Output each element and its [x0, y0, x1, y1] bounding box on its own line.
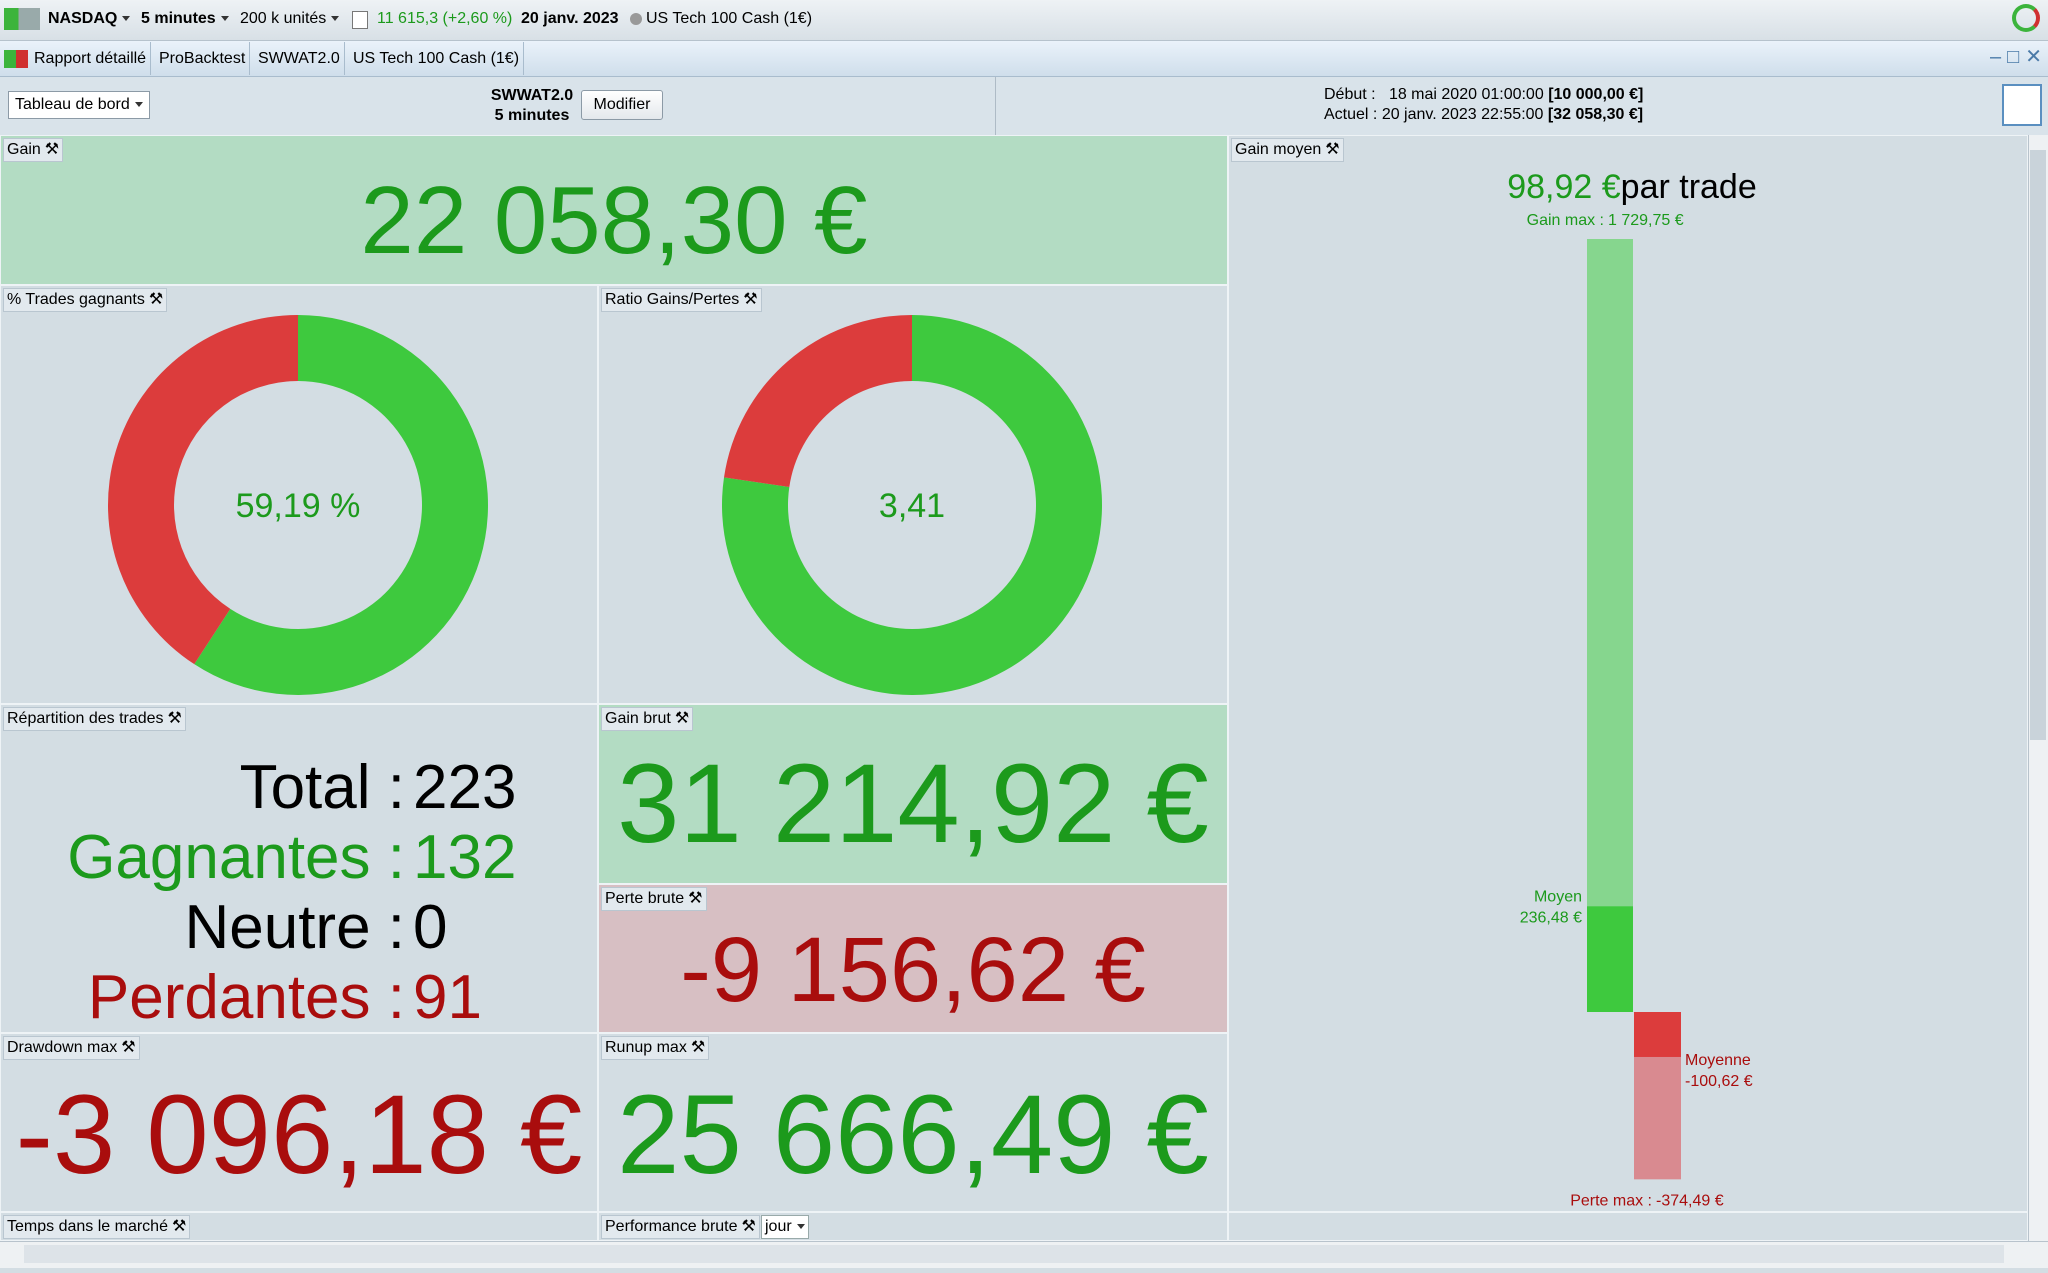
- units: 200 k unités: [240, 10, 327, 27]
- avg-gain-panel: Gain moyen ⚒: [1228, 135, 2028, 1212]
- report-icon: [4, 50, 28, 68]
- tab[interactable]: Rapport détaillé: [30, 42, 152, 75]
- view: Tableau de bord: [15, 96, 130, 113]
- panel-title: Perte brute ⚒: [601, 887, 707, 911]
- title-text: Drawdown max: [7, 1039, 118, 1056]
- panel-title: Runup max ⚒: [601, 1036, 710, 1060]
- drawdown-value: -3 096,18 €: [15, 1072, 583, 1197]
- gross-loss-panel: Perte brute ⚒ -9 156,62 €: [598, 884, 1228, 1033]
- period-info: Début : 18 mai 2020 01:00:00 [10 000,00 …: [1324, 85, 1643, 125]
- title-text: Temps dans le marché: [7, 1218, 168, 1235]
- info-icon[interactable]: [352, 11, 368, 29]
- title-text: Runup max: [605, 1039, 687, 1056]
- panel-title: Répartition des trades ⚒: [3, 707, 186, 731]
- current-label: Actuel :: [1324, 106, 1378, 123]
- symbol-dropdown[interactable]: NASDAQ: [48, 5, 131, 33]
- toolbar-icon[interactable]: [4, 8, 40, 30]
- panel-title: Performance brute ⚒: [601, 1215, 760, 1239]
- title-text: % Trades gagnants: [7, 291, 145, 308]
- distribution-name: Perdantes :: [87, 963, 405, 1032]
- panel-title: Temps dans le marché ⚒: [3, 1215, 191, 1239]
- time-panel: Temps dans le marché ⚒: [0, 1212, 598, 1241]
- runup-panel: Runup max ⚒ 25 666,49 €: [598, 1033, 1228, 1212]
- view-dropdown[interactable]: Tableau de bord: [8, 91, 150, 119]
- scroll-thumb[interactable]: [24, 1245, 2004, 1263]
- window-controls[interactable]: –□✕: [1990, 46, 2048, 68]
- current-capital: [32 058,30 €]: [1547, 106, 1644, 123]
- title-text: Performance brute: [605, 1218, 738, 1235]
- modify-button[interactable]: Modifier: [581, 90, 663, 120]
- tab[interactable]: SWWAT2.0: [254, 42, 345, 75]
- title-text: Gain: [7, 141, 41, 158]
- refresh-icon[interactable]: [2012, 4, 2040, 32]
- distribution-value: 0: [413, 893, 448, 962]
- symbol: NASDAQ: [48, 10, 118, 27]
- title-text: Répartition des trades: [7, 710, 164, 727]
- period-dropdown[interactable]: jour: [761, 1215, 809, 1239]
- ratio-panel: Ratio Gains/Pertes ⚒: [598, 285, 1228, 704]
- gross-loss-value: -9 156,62 €: [680, 919, 1146, 1021]
- system-name: SWWAT2.0: [490, 87, 574, 104]
- tab[interactable]: US Tech 100 Cash (1€): [349, 42, 525, 75]
- win-rate-panel: % Trades gagnants ⚒: [0, 285, 598, 704]
- title-text: Gain brut: [605, 710, 671, 727]
- start-date: 18 mai 2020 01:00:00: [1388, 86, 1544, 103]
- system-info: SWWAT2.0 5 minutes: [491, 86, 573, 126]
- quote: 11 615,3 (+2,60 %): [377, 10, 513, 27]
- title-text: Perte brute: [605, 890, 685, 907]
- header-bar: [0, 77, 2048, 136]
- instrument: US Tech 100 Cash (1€): [646, 10, 813, 27]
- status-dot: [630, 13, 642, 25]
- tab[interactable]: ProBacktest: [155, 42, 251, 75]
- date: 20 janv. 2023: [521, 10, 619, 27]
- runup-value: 25 666,49 €: [617, 1072, 1209, 1197]
- gross-gain-panel: Gain brut ⚒ 31 214,92 €: [598, 704, 1228, 884]
- distribution-name: Gagnantes :: [67, 823, 405, 892]
- period-dropdown[interactable]: 5 minutes: [141, 5, 229, 33]
- panel-title: Gain moyen ⚒: [1231, 138, 1344, 162]
- title-text: Ratio Gains/Pertes: [605, 291, 740, 308]
- distribution-name: Neutre :: [184, 893, 405, 962]
- start-label: Début :: [1324, 86, 1376, 103]
- distribution-name: Total :: [239, 753, 405, 822]
- gain-panel: Gain ⚒ 22 058,30 €: [0, 135, 1228, 285]
- gross-gain-value: 31 214,92 €: [617, 741, 1209, 866]
- current-row: Actuel : 20 janv. 2023 22:55:00 [32 058,…: [1324, 105, 1643, 125]
- distribution-value: 91: [413, 963, 482, 1032]
- panel-title: Ratio Gains/Pertes ⚒: [601, 288, 762, 312]
- drawdown-panel: Drawdown max ⚒ -3 096,18 €: [0, 1033, 598, 1212]
- panel-title: Gain ⚒: [3, 138, 64, 162]
- settings-icon[interactable]: [2002, 84, 2042, 126]
- system-period: 5 minutes: [494, 107, 570, 124]
- period: 5 minutes: [141, 10, 216, 27]
- title-text: Gain moyen: [1235, 141, 1322, 158]
- start-row: Début : 18 mai 2020 01:00:00 [10 000,00 …: [1324, 85, 1643, 105]
- scroll-thumb[interactable]: [2030, 150, 2046, 740]
- distribution-panel: Répartition des trades ⚒ Total :223 Gagnan…: [0, 704, 598, 1033]
- performance-panel: Performance brute ⚒ jour: [598, 1212, 1228, 1241]
- separator: [995, 77, 996, 135]
- panel-title: Gain brut ⚒: [601, 707, 694, 731]
- start-capital: [10 000,00 €]: [1548, 86, 1644, 103]
- gain-value: 22 058,30 €: [360, 167, 868, 274]
- empty-panel: [1228, 1212, 2028, 1241]
- toolbar: [0, 0, 2048, 41]
- window-bar: [0, 41, 2048, 77]
- distribution-value: 223: [413, 753, 517, 822]
- period-text: jour: [765, 1218, 792, 1235]
- panel-title: Drawdown max ⚒: [3, 1036, 140, 1060]
- distribution-value: 132: [413, 823, 517, 892]
- panel-title: % Trades gagnants ⚒: [3, 288, 168, 312]
- units-dropdown[interactable]: 200 k unités: [240, 5, 340, 33]
- current-date: 20 janv. 2023 22:55:00: [1381, 106, 1544, 123]
